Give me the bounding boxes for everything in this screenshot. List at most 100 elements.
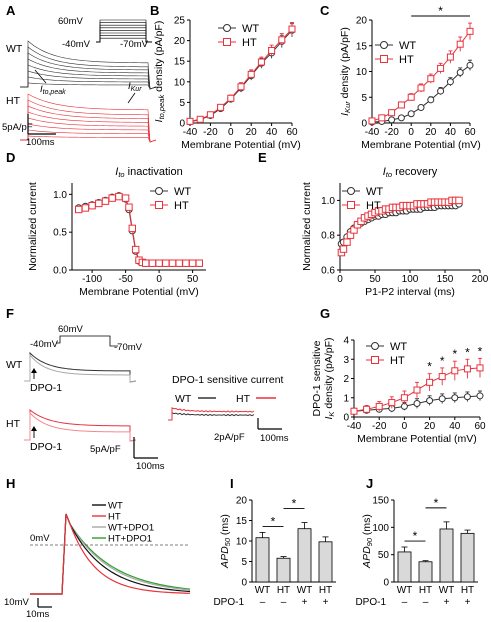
aWT-trace <box>20 64 157 90</box>
panel-d-x-label: Membrane Potential (mV) <box>79 286 199 298</box>
panel-d-ht-point <box>182 259 190 267</box>
panel-b-legend-wt-marker <box>223 24 231 32</box>
panel-d-ht-point <box>188 259 197 267</box>
panel-b-x-tick-label: 0 <box>228 127 234 138</box>
panel-a-protocol-neg70: -70mV <box>120 39 149 50</box>
panel-c-ht-point <box>446 53 454 61</box>
panel-i-y-tick-label: 15 <box>236 516 248 527</box>
panel-c-wt-point <box>407 110 415 118</box>
panel-j-bar <box>397 551 412 583</box>
panel-f-sensitive-trace <box>168 412 255 421</box>
panel-c-y-tick-label: 10 <box>356 67 368 78</box>
panel-d-y-tick-label: 0.5 <box>53 228 67 239</box>
panel-e-x-tick-label: 0 <box>337 274 343 285</box>
panel-d-ht-point <box>175 259 183 267</box>
panel-g-legend-ht-marker <box>371 356 379 364</box>
panel-j-bar <box>460 532 475 583</box>
panel-f-ht-arrowhead <box>31 426 37 431</box>
panel-i-category-label: WT <box>297 585 313 596</box>
panel-e-ht-point <box>339 245 348 253</box>
panel-g-x-tick-label: -40 <box>347 421 362 432</box>
panel-j-dpo-sign: – <box>423 597 429 608</box>
panel-g-sig-star: * <box>427 360 432 374</box>
panel-e-x-tick-label: 50 <box>369 274 381 285</box>
panel-a-ikur-label: IKur <box>128 81 142 93</box>
fWT-trace <box>24 351 137 383</box>
panel-b-ht-point <box>268 46 276 54</box>
aWT-trace <box>20 58 157 90</box>
panel-h-ap-trace <box>30 513 191 595</box>
panel-label-b: B <box>150 3 159 18</box>
panel-j-category-label: HT <box>461 585 474 596</box>
panel-i-dpo-sign: – <box>260 597 266 608</box>
panel-d-ht-point <box>101 197 110 205</box>
panel-i-category-label: HT <box>319 585 332 596</box>
panel-f-wt-arrowhead <box>31 368 37 373</box>
panel-a-ikur-arrow <box>127 92 136 104</box>
panel-e-y-label: Normalized current <box>301 182 313 271</box>
panel-e-x-label: P1-P2 interval (ms) <box>365 286 455 298</box>
panel-b-legend-wt-label: WT <box>242 23 259 35</box>
panel-g-legend-wt-marker <box>371 342 379 350</box>
panel-h-legend-label: HT <box>108 512 121 523</box>
panel-f-protocol-60: 60mV <box>58 324 83 335</box>
panel-b-ht-point <box>227 94 235 102</box>
panel-c-wt-point <box>446 78 454 86</box>
panel-b-ht-point <box>217 103 225 111</box>
panel-label-e: E <box>258 150 267 165</box>
panel-d-legend-ht-marker <box>155 201 163 209</box>
panel-g-y-label: IK density (pA/pF) <box>323 337 336 419</box>
panel-f-wt-traces <box>24 351 137 383</box>
panel-c-sig-star: * <box>438 4 443 18</box>
panel-a-ito-peak-label: Ito,peak <box>40 84 66 96</box>
panel-d-ht-point <box>125 203 133 211</box>
panel-a-wt-label: WT <box>6 43 23 55</box>
aWT-trace <box>20 52 157 90</box>
panel-h-zero-label: 0mV <box>30 533 50 544</box>
panel-a-protocol-icon <box>96 19 152 43</box>
panel-b-ht-point <box>278 36 286 44</box>
panel-g-x-label: Membrane Potential (mV) <box>357 433 477 445</box>
panel-c-wt-point <box>456 69 464 77</box>
panel-e-legend-wt-marker <box>347 187 355 195</box>
panel-g-x-tick-label: 20 <box>424 421 436 432</box>
panel-f-ht-label: HT <box>6 418 21 430</box>
panel-a-protocol-60: 60mV <box>58 16 83 27</box>
panel-c-ht-point <box>407 93 415 101</box>
panel-c-x-tick-label: -20 <box>384 127 399 138</box>
panel-g-sig-star: * <box>440 354 445 368</box>
panel-e-title: Ito recovery <box>383 166 438 179</box>
panel-d-ht-point <box>88 201 96 210</box>
panel-i-y-tick-label: 5 <box>241 557 247 568</box>
panel-b-y-tick-label: 10 <box>174 77 186 88</box>
panel-i-bar <box>297 528 312 583</box>
panel-d-ht-point <box>195 259 204 267</box>
panel-d-y-tick-label: 1.0 <box>53 190 67 201</box>
panel-i-y-tick-label: 20 <box>236 496 248 507</box>
aHT-trace <box>20 123 157 143</box>
panel-c-y-tick-label: 20 <box>356 16 368 27</box>
panel-e-legend-ht-label: HT <box>366 200 381 212</box>
panel-f-sens-scale-x-label: 100ms <box>260 433 289 444</box>
panel-b-y-tick-label: 20 <box>174 36 186 47</box>
panel-d-ht-point <box>81 204 90 212</box>
panel-g-ht-point <box>350 407 358 415</box>
panel-d-ht-point <box>75 205 83 214</box>
panel-i-y-label: APD50 (ms) <box>219 514 232 569</box>
panel-c-wt-point <box>437 87 445 95</box>
panel-c-wt-point <box>388 116 396 124</box>
panel-a-scale-y-label: 5pA/pF <box>2 122 33 133</box>
panel-c-ht-point <box>397 101 405 109</box>
panel-c-ht-point <box>368 117 376 125</box>
panel-h-legend-label: WT <box>108 501 123 512</box>
panel-c-x-tick-label: -40 <box>365 127 380 138</box>
panel-d-ht-point <box>95 199 103 208</box>
panel-j-dpo-sign: – <box>402 597 408 608</box>
aHT-trace <box>20 99 157 143</box>
panel-f-traces: WT HT 60mV -40mV -70mV DPO-1 DPO-1 5pA/p… <box>6 324 289 472</box>
panel-f-protocol-icon <box>56 335 118 347</box>
panel-label-a: A <box>6 3 16 18</box>
panel-g-x-tick-label: 0 <box>402 421 408 432</box>
